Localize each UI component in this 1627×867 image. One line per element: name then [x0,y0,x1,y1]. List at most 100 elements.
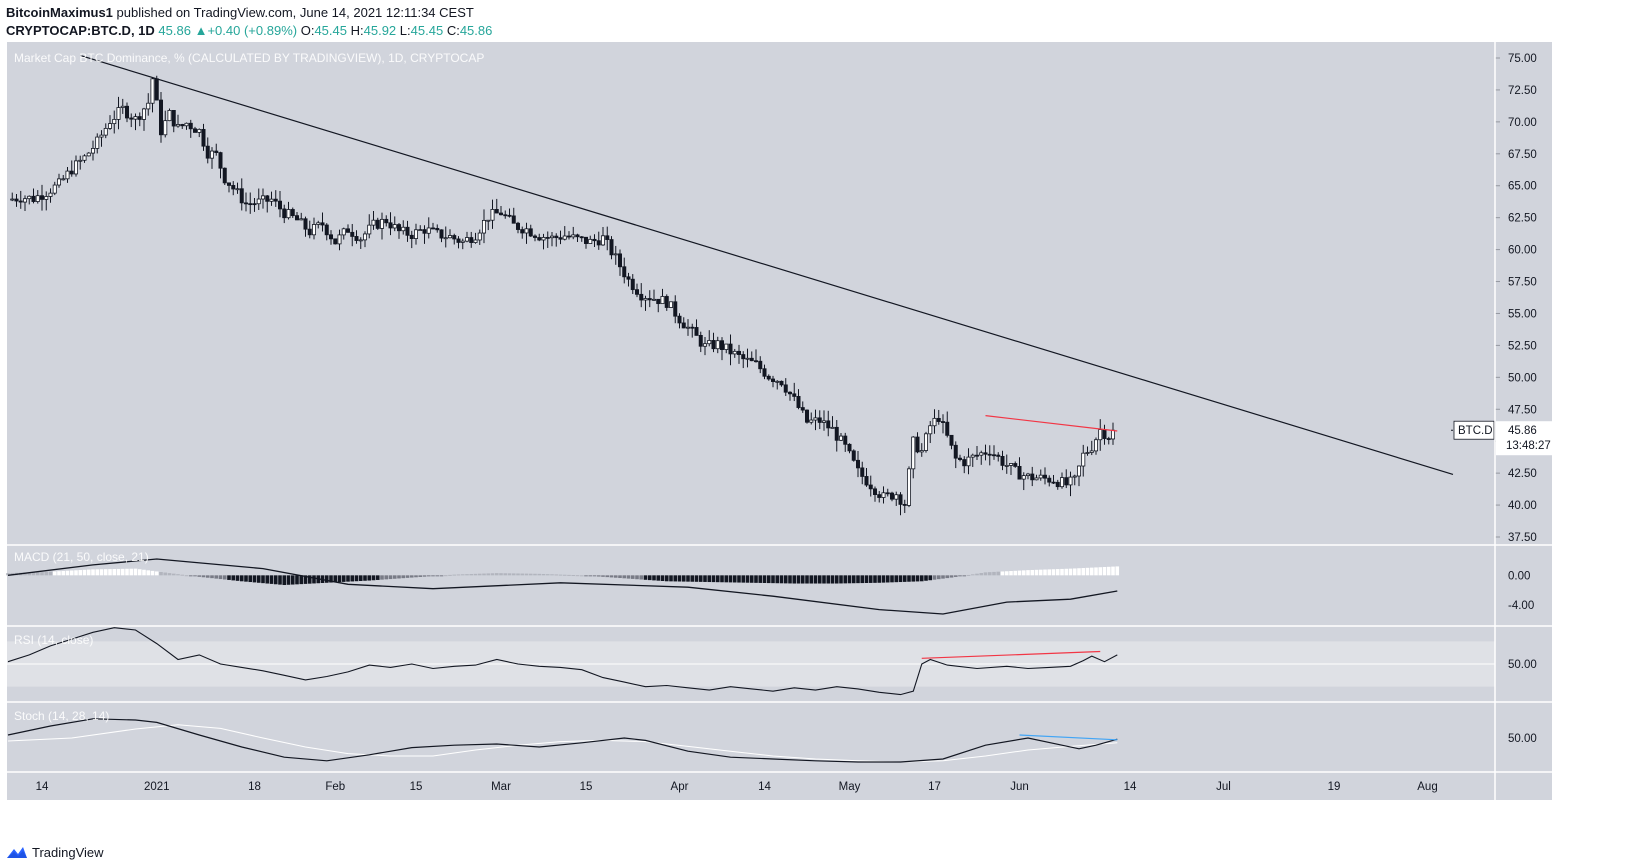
candle[interactable] [248,192,253,214]
candle[interactable] [294,212,299,221]
candle[interactable] [422,225,427,244]
brand-name[interactable]: TradingView [32,844,104,860]
chart-area[interactable]: 75.00 72.50 70.00 67.50 65.00 62.50 60.00 57.50… [0,42,1627,842]
candle[interactable] [31,188,36,204]
candle[interactable] [350,223,355,247]
candle[interactable] [129,113,134,128]
candle[interactable] [673,295,678,324]
rsi-divergence-line[interactable] [921,650,1101,659]
candle[interactable] [575,233,580,242]
candle[interactable] [588,235,593,244]
candle[interactable] [379,212,384,240]
candle[interactable] [558,230,563,245]
candle[interactable] [1013,461,1018,468]
candle[interactable] [1072,474,1077,486]
candle[interactable] [430,222,435,230]
price-pane[interactable]: 75.00 72.50 70.00 67.50 65.00 62.50 60.00 57.50… [10,51,1556,544]
candle[interactable] [311,217,316,240]
candle[interactable] [443,226,448,248]
lower-high-line[interactable] [985,415,1118,432]
candle[interactable] [533,234,538,242]
candle[interactable] [813,409,818,431]
candle[interactable] [941,414,946,434]
candle[interactable] [953,441,958,469]
candle[interactable] [341,227,346,240]
candle[interactable] [328,230,333,245]
candle[interactable] [1017,457,1022,480]
candle[interactable] [958,454,963,462]
candle[interactable] [125,102,130,123]
candle[interactable] [839,433,844,441]
candle[interactable] [401,220,406,235]
candle[interactable] [605,226,610,251]
candle[interactable] [503,210,508,219]
candle[interactable] [894,491,899,506]
candle[interactable] [873,486,878,502]
candle[interactable] [163,110,168,138]
time-axis[interactable]: 14 2021 18 Feb 15 Mar 15 Apr 14 May 17 Jun 14 Jul 19 Au… [36,781,1438,793]
candle[interactable] [579,235,584,242]
candle[interactable] [520,226,525,239]
candle[interactable] [652,289,657,301]
candle[interactable] [622,257,627,284]
candle[interactable] [1081,444,1086,477]
candle[interactable] [333,238,338,245]
candle[interactable] [188,119,193,138]
candle[interactable] [507,208,512,218]
candle[interactable] [345,224,350,233]
candle[interactable] [541,233,546,250]
candle[interactable] [65,167,70,183]
candle[interactable] [537,233,542,242]
candle[interactable] [809,412,814,425]
candle[interactable] [273,190,278,207]
candle[interactable] [703,337,708,356]
candle[interactable] [1068,471,1073,497]
candle[interactable] [265,194,270,213]
candle[interactable] [116,96,121,130]
candle[interactable] [69,160,74,177]
candle[interactable] [418,225,423,231]
candle[interactable] [303,216,308,237]
candle[interactable] [456,236,461,249]
candle[interactable] [928,421,933,444]
candle[interactable] [694,319,699,336]
candle[interactable] [469,231,474,248]
descending-trendline[interactable] [80,54,1454,475]
candle[interactable] [175,114,180,128]
candle[interactable] [235,182,240,194]
candle[interactable] [924,431,929,453]
candle[interactable] [299,212,304,221]
candle[interactable] [932,409,937,434]
candle[interactable] [307,220,312,239]
candle[interactable] [618,249,623,276]
candle[interactable] [1043,467,1048,485]
candle[interactable] [643,295,648,311]
candle[interactable] [197,128,202,138]
candle[interactable] [737,344,742,364]
candle[interactable] [609,236,614,260]
candle[interactable] [919,443,924,457]
candle[interactable] [656,298,661,313]
candle[interactable] [498,205,503,216]
candle[interactable] [184,122,189,130]
candle[interactable] [601,226,606,246]
candle[interactable] [27,195,32,205]
candle[interactable] [286,201,291,220]
candle[interactable] [1077,465,1082,487]
candle[interactable] [613,245,618,265]
rsi-line[interactable] [7,627,1118,696]
candle[interactable] [749,351,754,362]
candle[interactable] [214,143,219,156]
stoch-d-line[interactable] [7,724,1118,763]
candle[interactable] [477,229,482,245]
candle[interactable] [243,192,248,212]
candle[interactable] [439,229,444,243]
candle[interactable] [987,445,992,466]
candle[interactable] [562,226,567,241]
candle[interactable] [112,110,117,134]
candle[interactable] [337,229,342,251]
candle[interactable] [677,313,682,329]
candle[interactable] [14,193,19,207]
candle[interactable] [898,492,903,516]
candle[interactable] [290,207,295,218]
